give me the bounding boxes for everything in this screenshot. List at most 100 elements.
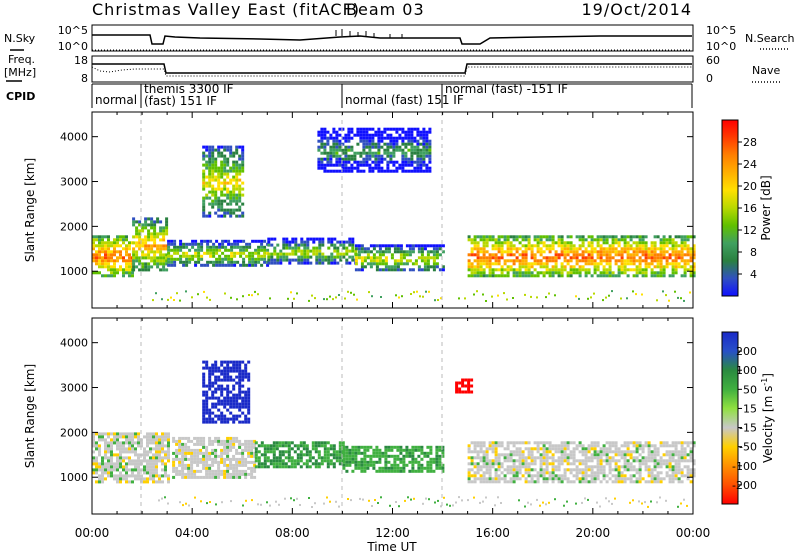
data-cell: [602, 250, 606, 254]
data-cell: [362, 139, 366, 143]
data-cell: [211, 157, 215, 161]
data-cell: [363, 247, 367, 251]
data-cell: [506, 259, 510, 263]
data-cell: [578, 253, 582, 257]
data-cell: [214, 472, 218, 476]
data-cell: [181, 475, 185, 479]
data-cell: [551, 244, 555, 248]
data-cell: [638, 262, 642, 266]
nsky-spikes: [335, 29, 403, 38]
data-cell: [164, 468, 167, 472]
data-cell: [395, 136, 399, 140]
data-cell: [317, 441, 321, 445]
data-cell: [113, 241, 116, 245]
data-cell: [417, 466, 421, 470]
data-cell: [641, 444, 645, 448]
data-cell: [620, 480, 624, 484]
data-cell: [254, 465, 258, 469]
data-cell: [299, 504, 301, 506]
data-cell: [423, 262, 427, 266]
data-cell: [241, 454, 245, 458]
data-cell: [248, 245, 252, 249]
time-tick-label: 08:00: [275, 526, 310, 540]
data-cell: [518, 459, 522, 463]
data-cell: [149, 477, 152, 481]
data-cell: [217, 202, 221, 206]
data-cell: [320, 133, 324, 137]
data-cell: [521, 253, 525, 257]
data-cell: [155, 468, 158, 472]
data-cell: [509, 268, 513, 272]
data-cell: [354, 457, 358, 461]
data-cell: [270, 243, 274, 247]
data-cell: [647, 459, 651, 463]
data-cell: [413, 151, 417, 155]
data-cell: [384, 247, 388, 251]
data-cell: [500, 462, 504, 466]
data-cell: [476, 468, 480, 472]
data-cell: [432, 262, 436, 266]
data-cell: [348, 451, 352, 455]
data-cell: [602, 271, 606, 275]
velocity-data-layer: [92, 318, 696, 514]
data-cell: [393, 466, 397, 470]
data-cell: [226, 157, 230, 161]
data-cell: [518, 253, 522, 257]
data-cell: [125, 268, 128, 272]
data-cell: [296, 456, 300, 460]
data-cell: [560, 453, 564, 457]
data-cell: [238, 472, 242, 476]
data-cell: [208, 442, 212, 446]
data-cell: [608, 274, 612, 278]
data-cell: [217, 199, 221, 203]
data-cell: [131, 474, 134, 478]
data-cell: [95, 462, 98, 466]
data-cell: [113, 474, 116, 478]
data-cell: [235, 448, 239, 452]
data-cell: [602, 459, 606, 463]
data-cell: [381, 250, 385, 254]
data-cell: [239, 239, 243, 243]
data-cell: [662, 247, 666, 251]
data-cell: [470, 459, 474, 463]
data-cell: [435, 265, 439, 269]
data-cell: [554, 256, 558, 260]
data-cell: [410, 130, 414, 134]
data-cell: [300, 261, 304, 265]
data-cell: [101, 241, 104, 245]
data-cell: [276, 261, 280, 265]
data-cell: [150, 256, 154, 260]
plot-title: Christmas Valley East (fitACF): [92, 0, 360, 19]
data-cell: [224, 292, 226, 295]
data-cell: [159, 253, 163, 257]
data-cell: [202, 157, 206, 161]
data-cell: [357, 448, 361, 452]
data-cell: [344, 148, 348, 152]
data-cell: [98, 253, 101, 257]
data-cell: [223, 366, 227, 370]
data-cell: [641, 447, 645, 451]
data-cell: [276, 252, 280, 256]
data-cell: [668, 477, 672, 481]
data-cell: [429, 460, 433, 464]
data-cell: [668, 299, 670, 302]
data-cell: [162, 268, 166, 272]
data-cell: [380, 133, 384, 137]
data-cell: [196, 436, 200, 440]
data-cell: [432, 268, 436, 272]
data-cell: [104, 450, 107, 454]
data-cell: [411, 262, 415, 266]
data-cell: [551, 462, 555, 466]
data-cell: [635, 477, 639, 481]
data-cell: [515, 247, 519, 251]
data-cell: [665, 244, 669, 248]
colorbar-tick-label: 24: [743, 158, 757, 171]
data-cell: [284, 450, 288, 454]
data-cell: [159, 226, 163, 230]
data-cell: [220, 420, 224, 424]
data-cell: [686, 250, 690, 254]
data-cell: [226, 148, 230, 152]
data-cell: [398, 166, 402, 170]
data-cell: [668, 456, 672, 460]
data-cell: [506, 247, 510, 251]
